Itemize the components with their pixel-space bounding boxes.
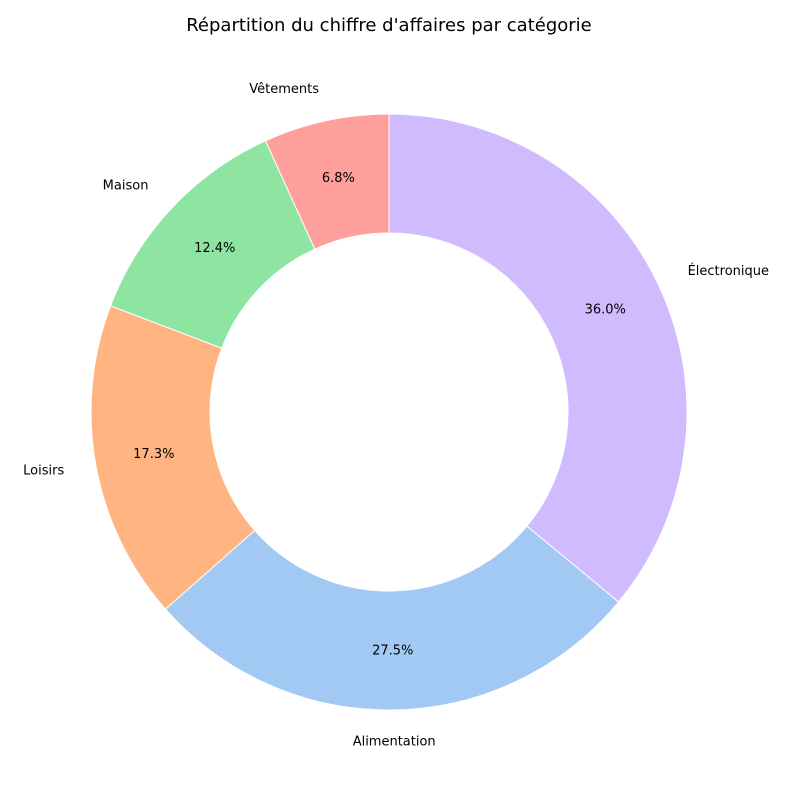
percent-label-electronique: 36.0% xyxy=(585,303,626,318)
category-label-alimentation: Alimentation xyxy=(353,734,436,749)
percent-label-maison: 12.4% xyxy=(194,241,235,256)
category-label-electronique: Électronique xyxy=(688,263,769,279)
slice-vetements xyxy=(264,113,390,250)
category-label-vetements: Vêtements xyxy=(249,82,319,97)
labels-group: Électronique 36.0% Alimentation 27.5% Loisir… xyxy=(23,82,769,749)
slice-alimentation xyxy=(164,525,620,711)
slice-loisirs xyxy=(90,305,256,610)
chart-title: Répartition du chiffre d'affaires par ca… xyxy=(186,15,592,36)
percent-label-vetements: 6.8% xyxy=(322,171,355,186)
slices-group xyxy=(90,113,688,711)
slice-electronique xyxy=(388,113,688,603)
category-label-loisirs: Loisirs xyxy=(23,463,64,478)
percent-label-loisirs: 17.3% xyxy=(133,447,174,462)
percent-label-alimentation: 27.5% xyxy=(372,643,413,658)
category-label-maison: Maison xyxy=(103,179,149,194)
